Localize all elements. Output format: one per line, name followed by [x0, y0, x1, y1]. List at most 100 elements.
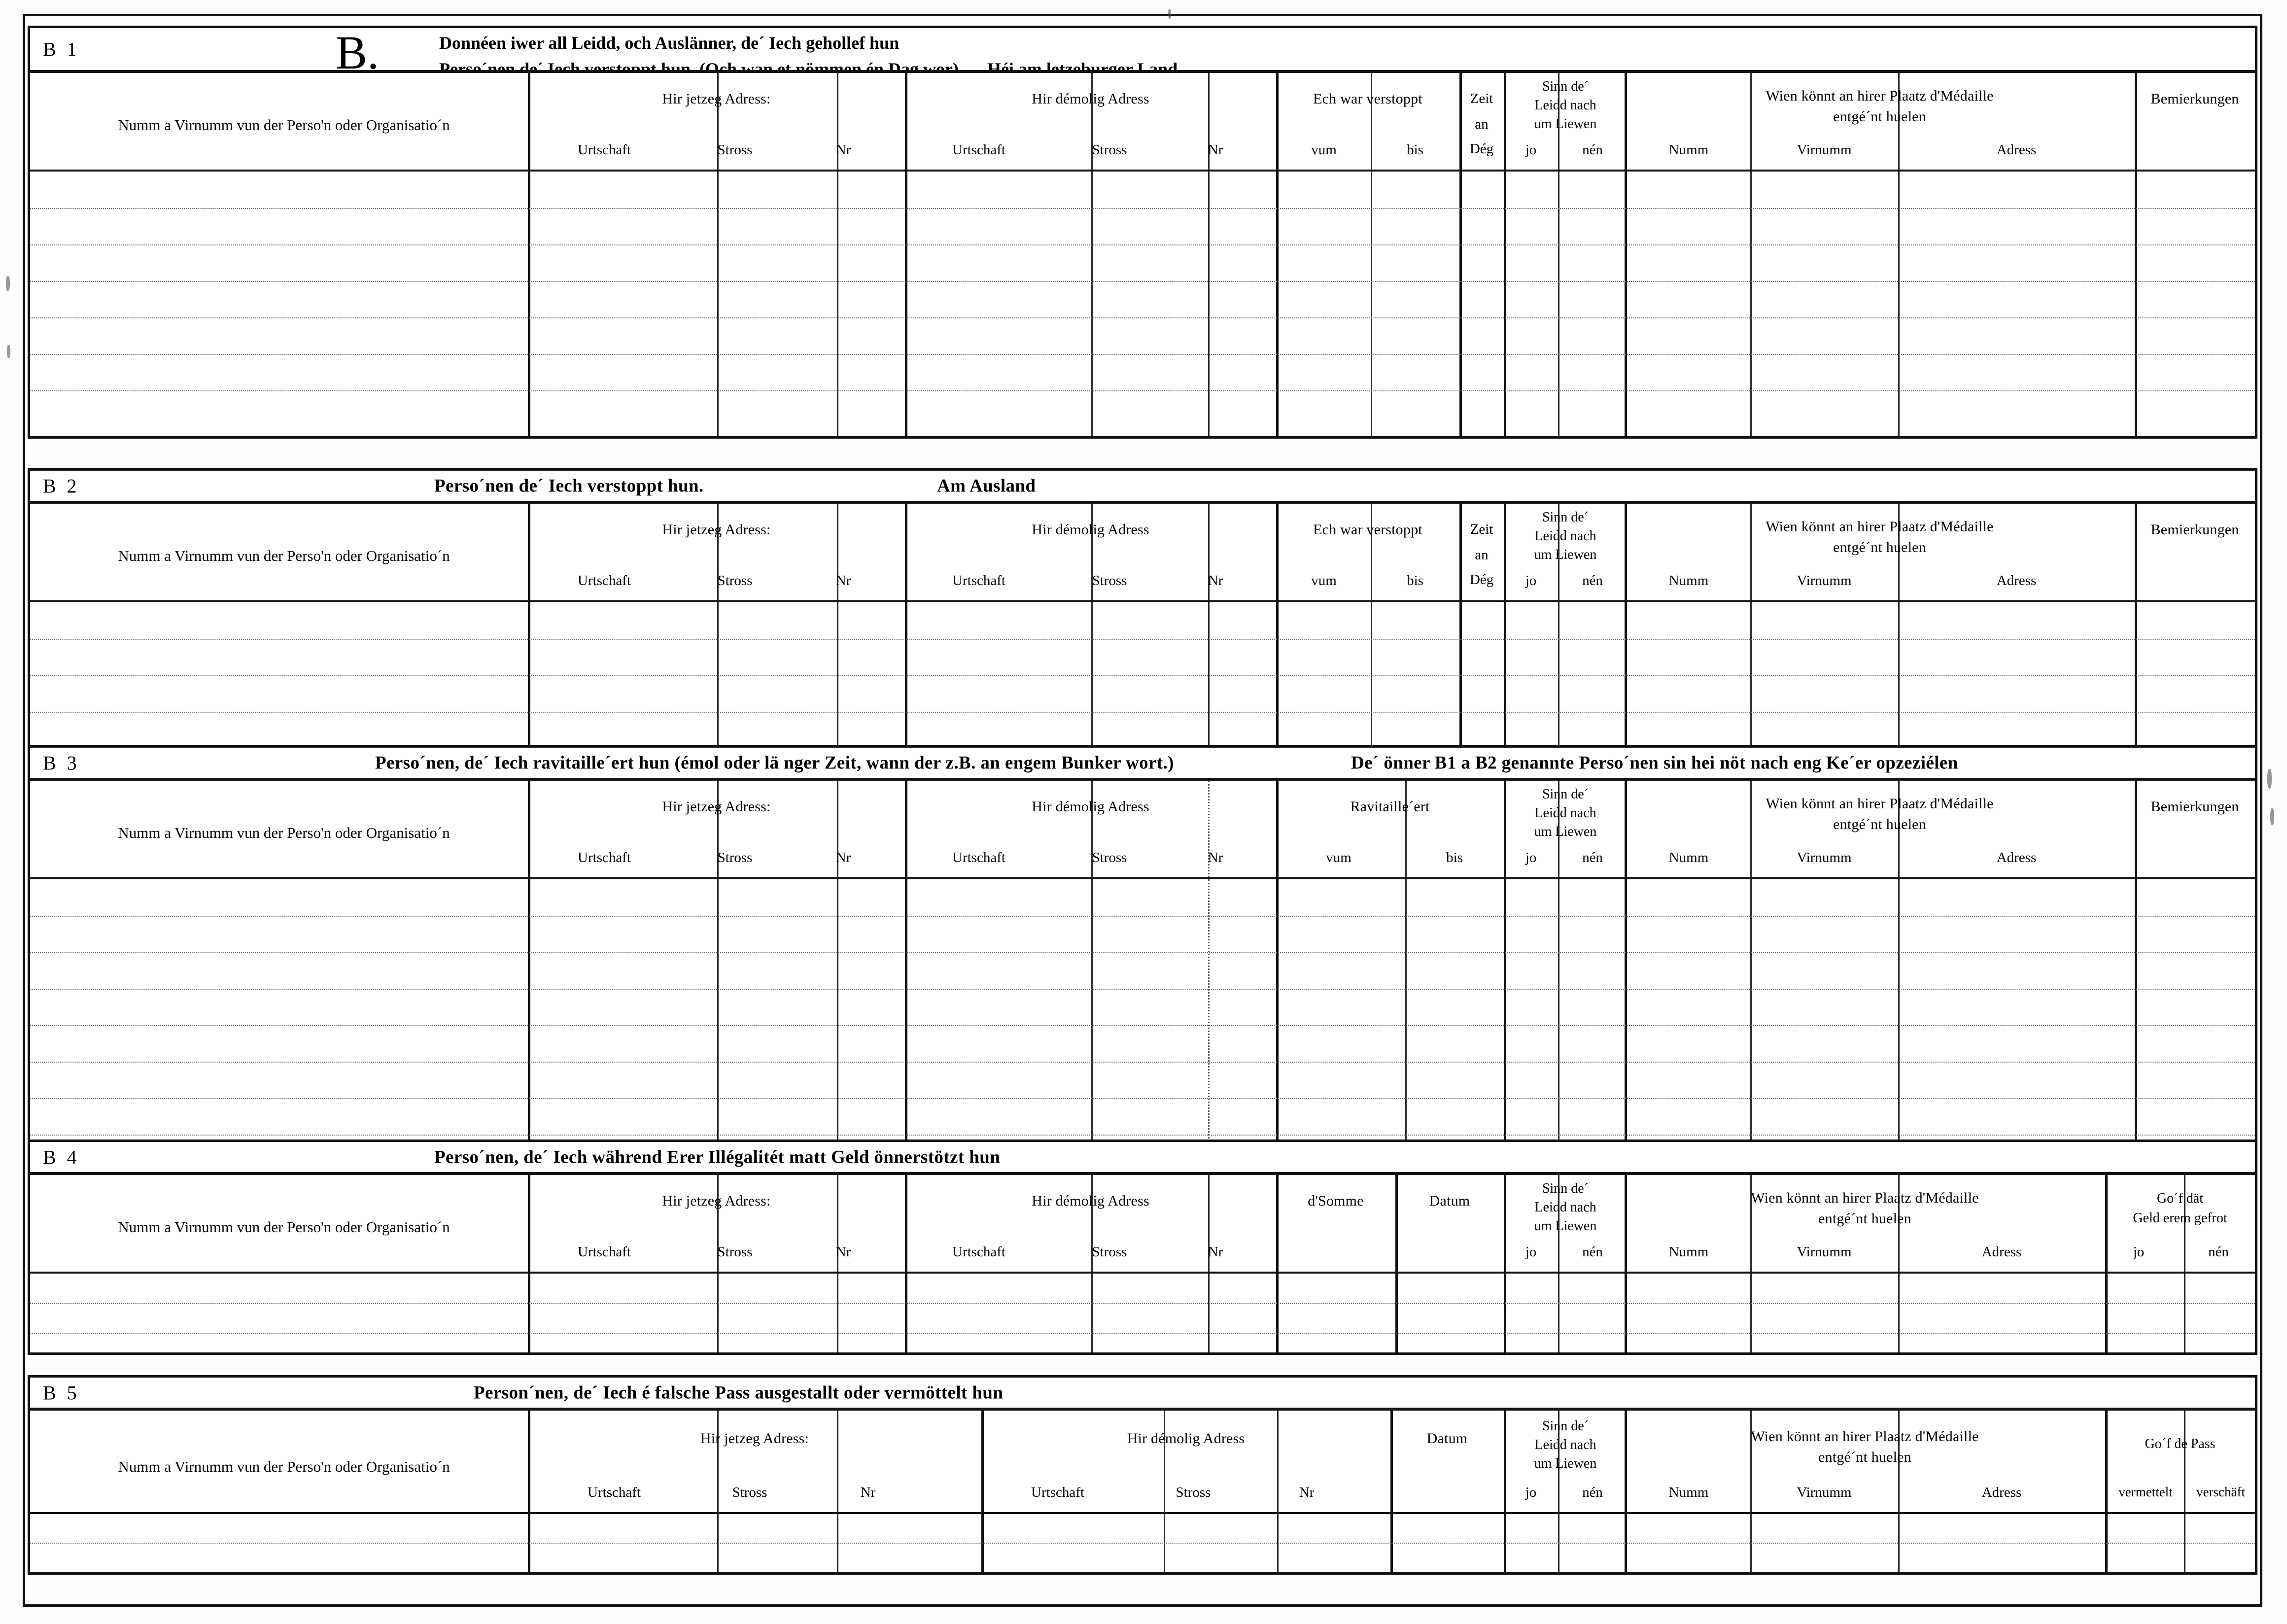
col-header-alive-l2: Leidd nach [1534, 1437, 1596, 1452]
col-sep [1625, 504, 1627, 600]
col-sub-nr: Nr [1299, 1485, 1315, 1500]
section-b5-title-bar: B 5 Person´nen, de´ Iech é falsche Pass … [28, 1375, 2257, 1411]
col-sep [1208, 172, 1210, 436]
col-header-name: Numm a Virnumm vun der Perso'n oder Orga… [118, 1458, 450, 1475]
col-header-alive-l3: um Liewen [1534, 547, 1597, 562]
col-header-address-former: Hir démolig Adress [1032, 521, 1149, 538]
col-sep [1371, 602, 1372, 750]
section-b4: B 4 Perso´nen, de´ Iech während Erer Ill… [28, 1140, 2257, 1355]
col-sep [1504, 504, 1506, 600]
col-sub-adress: Adress [1981, 1244, 2022, 1260]
col-sep [1208, 1175, 1210, 1272]
col-sep [717, 172, 719, 436]
col-sub-yes: jo [1525, 1485, 1537, 1500]
col-sep [1405, 879, 1407, 1283]
col-header-alive-l1: Sinn de´ [1542, 1418, 1589, 1434]
col-sep [1625, 879, 1627, 1283]
section-b2-code: B 2 [43, 475, 80, 497]
row-rule [30, 1025, 2255, 1026]
col-header-medal-l1: Wien könnt an hirer Plaatz d'Médaille [1751, 1428, 1979, 1445]
col-header-alive-l1: Sinn de´ [1542, 510, 1589, 525]
col-header-remarks: Bemierkungen [2150, 798, 2239, 815]
col-sep [1395, 1274, 1398, 1352]
col-sub-adress: Adress [1996, 142, 2037, 158]
col-sub-nr: Nr [860, 1485, 876, 1500]
col-sub-urtschaft: Urtschaft [588, 1485, 641, 1500]
col-header-alive-l3: um Liewen [1534, 824, 1597, 839]
col-header-days-l2: an [1475, 547, 1489, 563]
form-letter-b: B. [336, 26, 380, 73]
section-b2-title: Perso´nen de´ Iech verstoppt hun. [434, 476, 704, 496]
col-header-remarks: Bemierkungen [2150, 521, 2239, 538]
col-sub-nr: Nr [835, 142, 851, 158]
col-sep [1459, 172, 1462, 436]
col-sep [717, 602, 719, 750]
col-sep [1208, 879, 1210, 1283]
col-sub-yes: jo [1525, 573, 1537, 588]
col-sep [837, 879, 838, 1283]
col-header-address-former: Hir démolig Adress [1032, 798, 1149, 815]
row-rule [30, 1333, 2255, 1334]
col-sep [905, 1175, 907, 1272]
col-header-medal-l2: entgé´nt huelen [1818, 1210, 1911, 1227]
col-sub-virnumm: Virnumm [1797, 850, 1852, 865]
col-sep [2135, 172, 2137, 436]
col-sub-stross: Stross [717, 573, 753, 588]
col-sep [1276, 73, 1279, 170]
col-sub-nr: Nr [1208, 1244, 1223, 1260]
col-header-medal-l1: Wien könnt an hirer Plaatz d'Médaille [1766, 795, 1994, 812]
col-header-alive-l1: Sinn de´ [1542, 1181, 1589, 1196]
doc-title-line-2: Perso´nen de´ Iech verstoppt hun. (Och w… [439, 56, 1178, 70]
section-b5-header-row: Numm a Virnumm vun der Perso'n oder Orga… [30, 1411, 2255, 1514]
col-sub-urtschaft: Urtschaft [952, 142, 1005, 158]
col-header-address-current: Hir jetzeg Adress: [700, 1430, 809, 1447]
col-header-passport-source: Go´f de Pass [2145, 1436, 2216, 1451]
col-sep [528, 1175, 530, 1272]
col-sep [528, 73, 530, 170]
col-sep [1625, 1175, 1627, 1272]
col-sep [717, 1175, 719, 1272]
section-b3-code: B 3 [43, 752, 80, 774]
col-sep [1558, 504, 1559, 600]
col-header-days-l3: Dég [1469, 141, 1494, 157]
col-sub-urtschaft: Urtschaft [578, 142, 631, 158]
col-sep [1208, 504, 1210, 600]
col-sub-nr: Nr [1208, 850, 1223, 865]
col-header-amount: d'Somme [1308, 1193, 1364, 1209]
col-sep [837, 504, 838, 600]
col-header-address-former: Hir démolig Adress [1032, 1193, 1149, 1209]
col-header-name: Numm a Virnumm vun der Perso'n oder Orga… [118, 547, 450, 564]
col-sep [2184, 1274, 2185, 1352]
col-sub-from: vum [1326, 850, 1351, 865]
col-sep [1208, 73, 1210, 170]
col-sub-nr: Nr [1208, 142, 1223, 158]
col-header-alive-l2: Leidd nach [1534, 805, 1596, 821]
col-header-remarks: Bemierkungen [2150, 91, 2239, 107]
col-sep [1750, 73, 1752, 170]
col-header-hidden-period: Ech war verstoppt [1313, 521, 1422, 538]
col-sub-to: bis [1407, 573, 1423, 588]
col-sub-no: nén [1582, 573, 1603, 588]
col-header-alive-l2: Leidd nach [1534, 98, 1596, 113]
section-b5-body [30, 1514, 2255, 1572]
col-sub-from: vum [1311, 573, 1337, 588]
col-sep [1091, 73, 1093, 170]
col-sep [2184, 1411, 2185, 1512]
col-sep [1276, 172, 1279, 436]
col-sep [1208, 781, 1210, 877]
col-header-medal-l2: entgé´nt huelen [1833, 539, 1926, 555]
col-sep [1459, 602, 1462, 750]
section-b1: B 1 B. Donnéen iwer all Leidd, och Auslä… [28, 26, 2257, 439]
col-sub-virnumm: Virnumm [1797, 142, 1852, 158]
col-sep [1898, 504, 1900, 600]
col-header-alive-l2: Leidd nach [1534, 528, 1596, 544]
col-sub-urtschaft: Urtschaft [578, 850, 631, 865]
col-header-date: Datum [1426, 1430, 1468, 1447]
row-rule [30, 354, 2255, 355]
col-sep [1504, 1175, 1506, 1272]
col-header-days-l1: Zeit [1470, 91, 1493, 106]
section-b2-body [30, 602, 2255, 750]
col-sep [1277, 1411, 1279, 1512]
col-header-days-l2: an [1475, 116, 1489, 132]
col-sep [1459, 73, 1462, 170]
